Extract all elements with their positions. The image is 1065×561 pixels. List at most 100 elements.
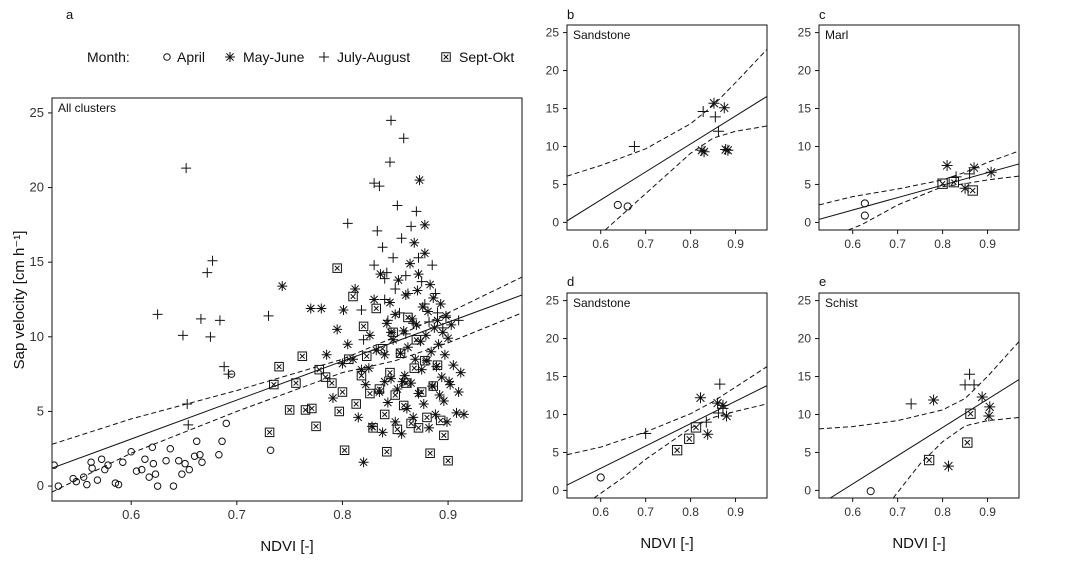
data-point	[709, 111, 721, 123]
plot-frame	[566, 292, 768, 499]
data-point	[396, 233, 407, 244]
data-point	[374, 387, 385, 398]
asterisk-marker	[374, 387, 385, 398]
data-point	[384, 297, 395, 308]
regression-line	[829, 379, 1019, 498]
y-tick-label: 15	[30, 254, 44, 269]
data-point	[321, 349, 332, 360]
data-point	[386, 373, 397, 384]
series-plus	[152, 115, 464, 430]
series-asterisk	[694, 392, 733, 440]
data-point	[153, 482, 162, 490]
data-point	[905, 398, 917, 410]
x-tick-label: 0.8	[682, 505, 699, 519]
plus-marker	[628, 140, 640, 152]
data-point	[425, 448, 435, 458]
plus-marker	[432, 307, 443, 318]
boxcross-marker	[314, 364, 324, 375]
asterisk-marker	[356, 364, 367, 375]
data-point	[320, 372, 331, 382]
data-point	[388, 252, 399, 263]
x-tick-label: 0.9	[727, 505, 744, 519]
asterisk-marker	[712, 397, 724, 409]
data-point	[384, 157, 395, 168]
data-point	[350, 284, 361, 295]
boxcross-marker	[948, 176, 960, 188]
x-tick-label: 0.7	[637, 505, 654, 519]
data-point	[451, 407, 462, 418]
data-point	[923, 454, 935, 466]
asterisk-marker	[434, 390, 445, 401]
circle-marker	[860, 199, 869, 208]
data-point	[374, 181, 385, 192]
data-point	[446, 319, 457, 330]
data-point	[628, 140, 640, 152]
data-point	[93, 476, 102, 484]
y-tick-label: 15	[798, 370, 812, 384]
boxcross-marker	[403, 312, 413, 323]
boxcross-marker	[368, 423, 378, 433]
data-point	[401, 378, 411, 388]
legend-label-april: April	[177, 49, 205, 65]
legend: Month: April May-June July-August Sept-O…	[87, 49, 514, 65]
legend-title: Month:	[87, 49, 130, 65]
plot-frame	[818, 292, 1020, 499]
boxcross-marker	[439, 430, 449, 441]
boxcross-marker	[379, 409, 390, 420]
data-point	[196, 450, 204, 459]
boxcross-marker	[327, 378, 337, 388]
data-point	[413, 252, 424, 263]
data-point	[696, 144, 708, 156]
circle-marker	[145, 473, 153, 481]
y-tick-label: 25	[798, 26, 812, 40]
circle-marker	[860, 211, 869, 220]
boxcross-marker	[923, 454, 935, 466]
x-tick-label: 0.8	[682, 237, 699, 251]
panel-d-sandstone: 0.6 0.7 0.8 0.9 0 5 10 15 20 25 Sandstone NDVI [-]	[546, 292, 768, 552]
data-point	[327, 378, 337, 388]
data-point	[348, 291, 358, 302]
data-point	[358, 457, 369, 468]
data-point	[215, 450, 223, 459]
boxcross-marker	[962, 437, 973, 448]
data-point	[375, 269, 386, 280]
data-point	[401, 403, 412, 414]
boxcross-marker	[441, 52, 451, 62]
data-point	[190, 452, 199, 460]
data-point	[700, 416, 712, 428]
data-point	[423, 306, 433, 317]
data-point	[311, 421, 321, 432]
circle-marker	[149, 459, 158, 468]
boxcross-marker	[311, 421, 321, 432]
asterisk-marker	[316, 303, 327, 314]
regression-line	[567, 385, 767, 486]
plus-marker	[369, 178, 380, 189]
boxcross-marker	[420, 355, 430, 366]
plus-marker	[400, 328, 411, 339]
data-point	[403, 312, 413, 323]
asterisk-marker	[430, 409, 441, 420]
data-point	[596, 473, 605, 482]
data-point	[284, 405, 295, 415]
data-point	[443, 455, 453, 466]
circle-marker	[79, 473, 88, 481]
circle-marker	[162, 456, 170, 465]
circle-marker	[596, 473, 605, 482]
data-point	[433, 339, 444, 350]
plus-marker	[183, 419, 194, 430]
plus-marker	[223, 369, 234, 380]
circle-marker	[218, 437, 226, 446]
asterisk-marker	[968, 162, 980, 174]
series-circle	[866, 487, 875, 496]
data-point	[411, 206, 422, 217]
plus-marker	[419, 298, 430, 309]
circle-marker	[93, 476, 102, 484]
data-point	[942, 460, 954, 472]
series-boxcross	[671, 422, 702, 456]
data-point	[720, 144, 732, 156]
data-point	[400, 328, 411, 339]
data-point	[983, 410, 995, 422]
plot-frame	[566, 24, 768, 231]
asterisk-marker	[405, 258, 416, 269]
asterisk-marker	[421, 355, 432, 366]
